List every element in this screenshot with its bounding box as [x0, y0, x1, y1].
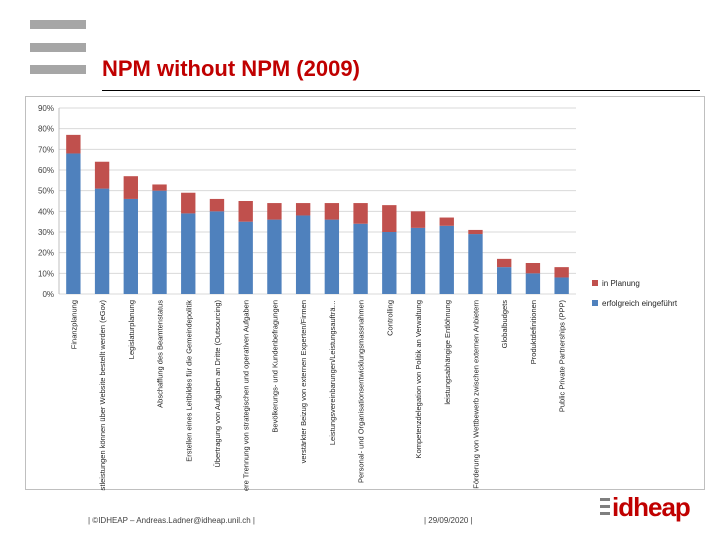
y-tick-label: 40%: [38, 207, 54, 216]
bar-segment-erfolgreich: [410, 227, 426, 294]
y-tick-label: 20%: [38, 249, 54, 258]
legend-label: in Planung: [602, 279, 640, 288]
bar-segment-in-planung: [181, 192, 196, 214]
x-category-label: Personal- und Organisationsentwicklungsm…: [357, 300, 366, 483]
legend-swatch: [592, 280, 598, 286]
x-category-label: Produktdefinitionen: [529, 300, 538, 364]
bar-segment-erfolgreich: [497, 267, 512, 294]
y-tick-label: 50%: [38, 187, 54, 196]
bar-segment-erfolgreich: [353, 223, 368, 294]
bar-segment-in-planung: [295, 203, 311, 216]
x-category-label: Kompetenzdelegation von Politik an Verwa…: [414, 300, 423, 458]
x-category-label: leistungsabhängige Entlöhnung: [443, 300, 452, 405]
bar-segment-in-planung: [410, 211, 426, 228]
x-category-label: Globalbudgets: [500, 300, 509, 349]
bar-segment-in-planung: [554, 267, 569, 278]
bar-segment-erfolgreich: [468, 234, 483, 294]
bar-segment-in-planung: [123, 176, 138, 199]
x-category-label: Controlling: [385, 300, 394, 336]
bar-segment-in-planung: [238, 201, 253, 222]
chart-frame: 0% 10% 20% 30% 40% 50% 60% 70% 80% 90% Finanzplanu…: [25, 96, 705, 491]
footer-credit: | ©IDHEAP – Andreas.Ladner@idheap.unil.c…: [88, 516, 256, 525]
logo-lines-icon: [600, 498, 610, 519]
y-tick-label: 70%: [38, 145, 54, 154]
bar-segment-in-planung: [152, 184, 167, 191]
logo-text: idheap: [612, 492, 691, 522]
bar-segment-in-planung: [382, 205, 397, 232]
x-category-label: Erstellen eines Leitbildes für die Gemei…: [184, 300, 193, 462]
x-category-label: Public Private Partnerships (PPP): [558, 300, 567, 413]
slide-title: NPM without NPM (2009): [102, 56, 360, 81]
decorative-bar-3: [30, 65, 86, 74]
bar-segment-in-planung: [497, 258, 512, 268]
decorative-bar-2: [30, 43, 86, 52]
bar-segment-erfolgreich: [123, 198, 138, 294]
bar-segment-erfolgreich: [181, 213, 196, 294]
x-category-label: Finanzplanung: [69, 300, 78, 349]
bar-segment-erfolgreich: [525, 273, 541, 294]
y-tick-label: 90%: [38, 104, 54, 113]
y-tick-label: 10%: [38, 269, 54, 278]
bar-segment-erfolgreich: [152, 190, 167, 294]
x-category-label: Förderung von Wettbewerb zwischen extern…: [471, 300, 480, 489]
bar-segment-erfolgreich: [209, 211, 225, 294]
y-tick-label: 30%: [38, 228, 54, 237]
bar-segment-erfolgreich: [439, 225, 454, 294]
bar-segment-erfolgreich: [66, 153, 81, 294]
bar-segment-in-planung: [209, 198, 225, 212]
bar-segment-in-planung: [468, 229, 483, 235]
footer-date: | 29/09/2020 |: [424, 516, 473, 525]
x-category-label: Abschaffung des Beamtenstatus: [156, 300, 165, 408]
legend-swatch: [592, 300, 598, 306]
bar-segment-erfolgreich: [382, 232, 397, 294]
x-category-label: bessere Trennung von strategischen und o…: [242, 300, 251, 491]
x-category-label: Übertragung von Aufgaben an Dritte (Outs…: [213, 300, 222, 468]
y-tick-label: 80%: [38, 125, 54, 134]
bar-segment-in-planung: [353, 203, 368, 224]
stacked-bar-chart: 0% 10% 20% 30% 40% 50% 60% 70% 80% 90% Finanzplanu…: [38, 104, 678, 491]
bar-segment-erfolgreich: [554, 277, 569, 294]
bar-segment-erfolgreich: [267, 219, 282, 294]
bar-segment-in-planung: [324, 203, 340, 220]
x-category-label: Dienstleistungen können über Website bes…: [98, 299, 107, 491]
x-category-label: Legislaturplanung: [127, 300, 136, 359]
bar-segment-erfolgreich: [238, 221, 253, 294]
bar-segment-in-planung: [94, 161, 110, 189]
idheap-logo: idheap: [600, 492, 691, 524]
bar-segment-erfolgreich: [324, 219, 340, 294]
y-tick-label: 60%: [38, 166, 54, 175]
x-category-label: verstärkter Beizug von externen Experten…: [299, 300, 308, 463]
x-category-label: Bevölkerungs- und Kundenbefragungen: [270, 300, 279, 433]
bar-segment-erfolgreich: [295, 215, 311, 294]
y-tick-label: 0%: [42, 290, 54, 299]
bar-segment-in-planung: [66, 134, 81, 154]
decorative-bar-1: [30, 20, 86, 29]
bar-segment-in-planung: [439, 217, 454, 226]
bar-segment-erfolgreich: [94, 188, 110, 294]
x-category-label: Leistungsvereinbarungen/Leistungsaufträ…: [328, 300, 337, 445]
bar-segment-in-planung: [525, 263, 541, 274]
legend-label: erfolgreich eingeführt: [602, 299, 678, 308]
bar-segment-in-planung: [267, 203, 282, 220]
title-underline: [102, 90, 700, 91]
